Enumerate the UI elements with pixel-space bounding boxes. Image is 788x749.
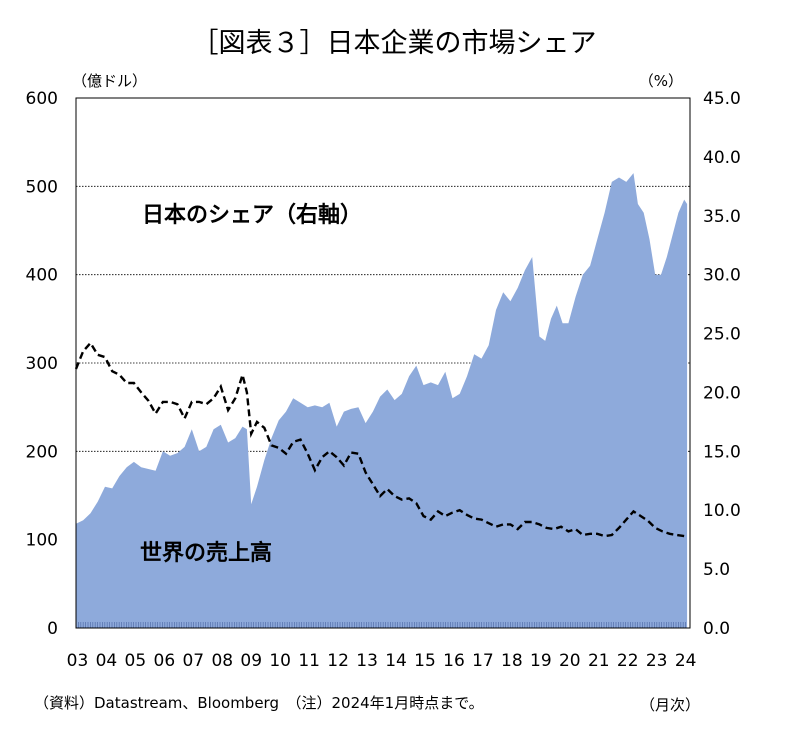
- x-tick-label: 09: [240, 651, 262, 671]
- x-tick-label: 12: [327, 651, 349, 671]
- right-axis-ticks: 0.0 5.0 10.0 15.0 20.0 25.0 30.0 35.0 40.0 45.0: [703, 89, 741, 639]
- right-tick-label: 45.0: [703, 89, 741, 109]
- area-hatch-baseline: [75, 622, 686, 628]
- series-line-japan-share: [74, 340, 688, 538]
- left-tick-label: 600: [26, 89, 58, 109]
- x-axis-ticks: 03 04 05 06 07 08 09 10 11 12 13 14 15 16 17 18 19 20 21 22…: [67, 651, 697, 671]
- right-tick-label: 35.0: [703, 207, 741, 227]
- right-tick-label: 0.0: [703, 619, 730, 639]
- x-tick-label: 20: [559, 651, 581, 671]
- chart-title: ［図表３］日本企業の市場シェア: [192, 28, 597, 59]
- right-axis-unit: （%）: [639, 72, 683, 90]
- right-tick-label: 20.0: [703, 383, 741, 403]
- right-tick-label: 15.0: [703, 442, 741, 462]
- x-tick-label: 05: [125, 651, 147, 671]
- x-tick-label: 17: [472, 651, 494, 671]
- right-tick-label: 40.0: [703, 148, 741, 168]
- x-tick-label: 23: [646, 651, 668, 671]
- x-tick-label: 19: [530, 651, 552, 671]
- right-tick-label: 10.0: [703, 501, 741, 521]
- right-tick-label: 25.0: [703, 325, 741, 345]
- series-area-world-sales: [76, 173, 688, 628]
- annotation-world-sales: 世界の売上高: [140, 540, 272, 566]
- x-tick-label: 15: [414, 651, 436, 671]
- x-tick-label: 11: [298, 651, 320, 671]
- x-tick-label: 13: [356, 651, 378, 671]
- plot-area: [74, 97, 691, 629]
- x-tick-label: 08: [211, 651, 233, 671]
- left-tick-label: 100: [26, 531, 58, 551]
- left-tick-label: 500: [26, 177, 58, 197]
- annotation-japan-share: 日本のシェア（右軸）: [142, 202, 362, 228]
- x-tick-label: 14: [385, 651, 407, 671]
- left-axis-ticks: 0 100 200 300 400 500 600: [26, 89, 58, 639]
- x-tick-label: 07: [182, 651, 204, 671]
- x-tick-label: 10: [269, 651, 291, 671]
- left-tick-label: 400: [26, 266, 58, 286]
- footnote: （資料）Datastream、Bloomberg （注）2024年1月時点まで。: [34, 694, 484, 712]
- left-tick-label: 0: [47, 619, 58, 639]
- x-tick-label: 03: [67, 651, 89, 671]
- x-tick-label: 18: [501, 651, 523, 671]
- right-tick-label: 5.0: [703, 560, 730, 580]
- x-tick-label: 16: [443, 651, 465, 671]
- plot-frame: [75, 97, 691, 629]
- x-tick-label: 04: [96, 651, 118, 671]
- x-tick-label: 21: [588, 651, 610, 671]
- left-axis-unit: （億ドル）: [72, 72, 147, 90]
- left-tick-label: 300: [26, 354, 58, 374]
- left-tick-label: 200: [26, 442, 58, 462]
- x-tick-label: 06: [154, 651, 176, 671]
- right-tick-label: 30.0: [703, 266, 741, 286]
- x-tick-label: 24: [675, 651, 697, 671]
- x-tick-label: 22: [617, 651, 639, 671]
- x-axis-unit: （月次）: [640, 696, 700, 714]
